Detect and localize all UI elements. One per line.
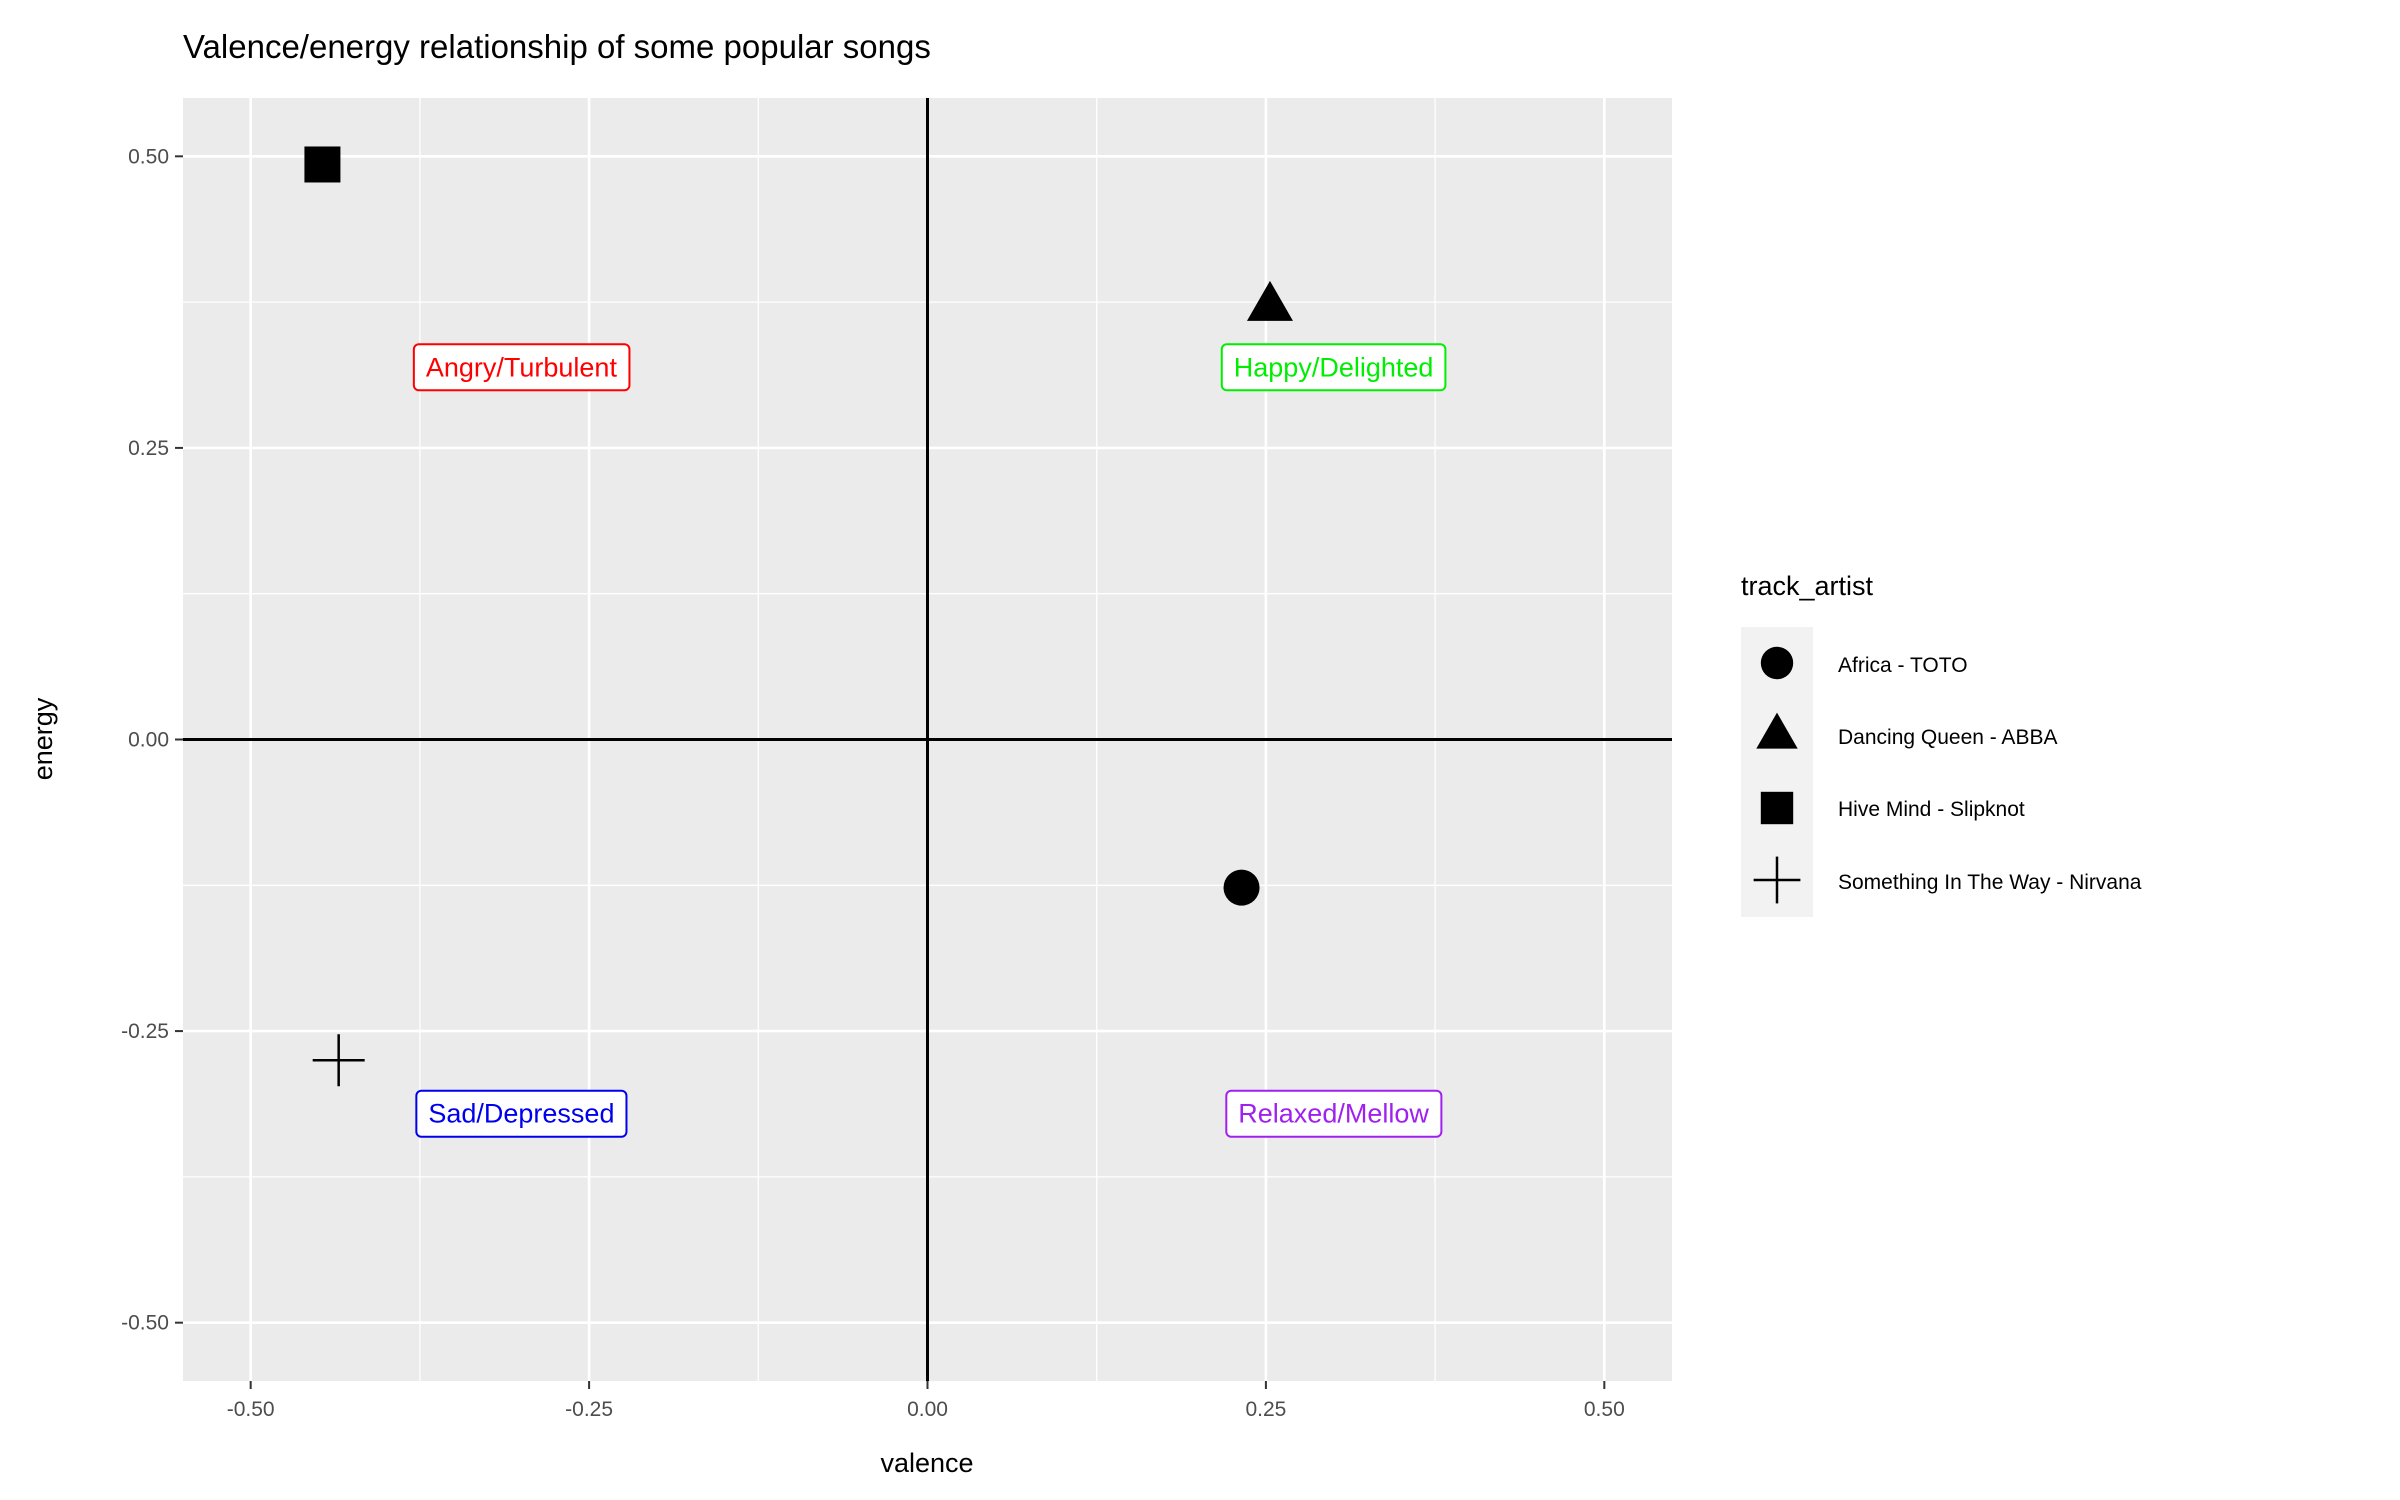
x-axis-title: valence [880,1448,973,1478]
reference-lines [183,98,1672,1381]
y-axis: -0.50 -0.25 0.00 0.25 0.50 [121,145,183,1335]
x-tick-label: 0.50 [1584,1398,1625,1421]
quadrant-label-1: Happy/Delighted [1234,352,1434,382]
legend-label-something-in-the-way: Something In The Way - Nirvana [1838,871,2142,894]
data-points [304,146,1293,1087]
y-tick-label: 0.50 [128,145,169,168]
legend: track_artist Africa - TOTO Dancing Queen… [1741,571,2142,917]
chart-title: Valence/energy relationship of some popu… [183,28,931,65]
y-tick-label: 0.25 [128,437,169,460]
x-tick-label: 0.25 [1245,1398,1286,1421]
data-point-circle-0 [1223,869,1260,906]
y-tick-label: -0.25 [121,1020,169,1043]
x-tick-label: -0.50 [227,1398,275,1421]
data-point-square-2 [304,146,341,183]
legend-key-plus-icon [1753,856,1801,904]
legend-title: track_artist [1741,571,1874,601]
quadrant-labels: Angry/Turbulent Happy/Delighted Sad/Depres… [412,343,1447,1138]
legend-key-triangle-icon [1756,712,1798,749]
x-axis: -0.50 -0.25 0.00 0.25 0.50 [227,1381,1625,1421]
data-point-plus-3 [312,1034,365,1087]
y-axis-title: energy [28,697,58,780]
quadrant-label-box-3 [1225,1089,1443,1138]
quadrant-label-0: Angry/Turbulent [426,352,618,382]
legend-keys [1753,646,1801,904]
quadrant-label-3: Relaxed/Mellow [1238,1099,1429,1129]
legend-label-hive-mind: Hive Mind - Slipknot [1838,798,2025,821]
y-tick-label: 0.00 [128,729,169,752]
legend-label-africa: Africa - TOTO [1838,654,1968,677]
quadrant-label-2: Sad/Depressed [428,1099,614,1129]
quadrant-label-box-2 [415,1089,628,1138]
x-tick-label: 0.00 [907,1398,948,1421]
quadrant-label-box-0 [412,343,631,392]
legend-key-square-icon [1760,791,1794,825]
legend-label-dancing-queen: Dancing Queen - ABBA [1838,726,2057,749]
quadrant-label-box-1 [1220,343,1447,392]
legend-key-circle-icon [1760,646,1794,680]
data-point-triangle-1 [1246,280,1293,321]
x-tick-label: -0.25 [565,1398,613,1421]
y-tick-label: -0.50 [121,1312,169,1335]
